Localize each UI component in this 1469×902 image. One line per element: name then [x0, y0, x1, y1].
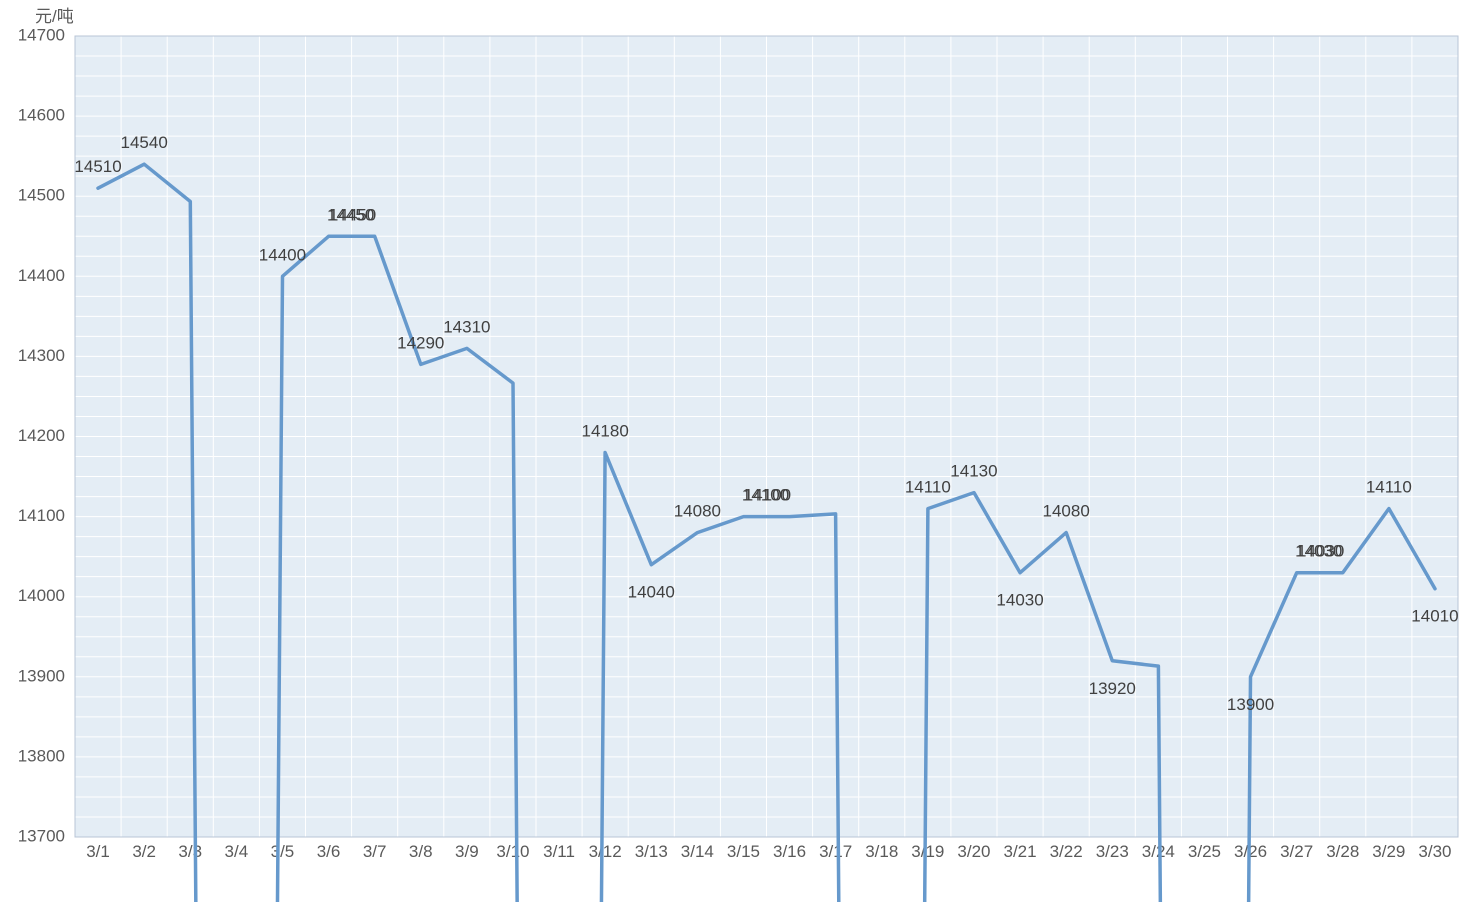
y-tick-label: 13700	[18, 826, 65, 845]
x-tick-label: 3/13	[635, 842, 668, 861]
x-tick-label: 3/23	[1096, 842, 1129, 861]
data-point-label: 14130	[950, 462, 997, 481]
data-point-label: 14080	[674, 502, 721, 521]
x-tick-label: 3/18	[865, 842, 898, 861]
x-tick-label: 3/11	[543, 842, 575, 861]
x-tick-label: 3/4	[225, 842, 249, 861]
y-tick-label: 14400	[18, 266, 65, 285]
y-tick-label: 14700	[18, 25, 65, 44]
x-tick-label: 3/21	[1004, 842, 1037, 861]
x-tick-label: 3/7	[363, 842, 387, 861]
data-point-label: 13920	[1089, 679, 1136, 698]
data-point-label: 14540	[121, 133, 168, 152]
x-tick-label: 3/22	[1050, 842, 1083, 861]
x-tick-label: 3/20	[957, 842, 990, 861]
x-tick-label: 3/14	[681, 842, 714, 861]
data-point-label: 14030	[996, 591, 1043, 610]
x-tick-label: 3/27	[1280, 842, 1313, 861]
x-tick-label: 3/2	[132, 842, 156, 861]
price-line-chart: 13700 13800 13900 14000 14100 14200 14300 14400…	[0, 0, 1469, 902]
y-tick-label: 13800	[18, 746, 65, 765]
y-tick-label: 14200	[18, 426, 65, 445]
x-tick-label: 3/30	[1418, 842, 1451, 861]
data-point-label: 13900	[1227, 695, 1274, 714]
chart-svg: 13700 13800 13900 14000 14100 14200 14300 14400…	[0, 0, 1469, 902]
x-tick-label: 3/28	[1326, 842, 1359, 861]
y-axis-title: 元/吨	[35, 7, 74, 26]
data-point-label: 14100	[742, 486, 789, 505]
y-tick-label: 14600	[18, 106, 65, 125]
data-point-label: 14030	[1295, 542, 1342, 561]
x-tick-label: 3/10	[496, 842, 529, 861]
data-point-label: 14510	[74, 157, 121, 176]
x-tick-label: 3/16	[773, 842, 806, 861]
y-tick-label: 13900	[18, 666, 65, 685]
x-tick-label: 3/3	[178, 842, 202, 861]
x-tick-label: 3/15	[727, 842, 760, 861]
data-point-label: 14310	[443, 317, 490, 336]
data-point-label: 14290	[397, 333, 444, 352]
y-tick-label: 14000	[18, 586, 65, 605]
data-point-label: 14400	[259, 245, 306, 264]
x-tick-label: 3/19	[911, 842, 944, 861]
y-tick-label: 14500	[18, 186, 65, 205]
y-tick-label: 14300	[18, 346, 65, 365]
x-tick-label: 3/29	[1372, 842, 1405, 861]
data-point-label: 14110	[905, 478, 951, 497]
x-tick-label: 3/8	[409, 842, 433, 861]
data-point-label: 14080	[1043, 502, 1090, 521]
data-point-label: 14180	[582, 422, 629, 441]
x-tick-label: 3/6	[317, 842, 341, 861]
x-tick-label: 3/25	[1188, 842, 1221, 861]
x-tick-label: 3/5	[271, 842, 295, 861]
x-tick-label: 3/12	[589, 842, 622, 861]
y-tick-label: 14100	[18, 506, 65, 525]
x-tick-label: 3/17	[819, 842, 852, 861]
data-point-label: 14110	[1366, 478, 1412, 497]
data-point-label: 14450	[327, 205, 374, 224]
x-tick-label: 3/1	[86, 842, 110, 861]
data-point-label: 14010	[1411, 607, 1458, 626]
x-tick-label: 3/9	[455, 842, 479, 861]
data-point-label: 14040	[628, 583, 675, 602]
